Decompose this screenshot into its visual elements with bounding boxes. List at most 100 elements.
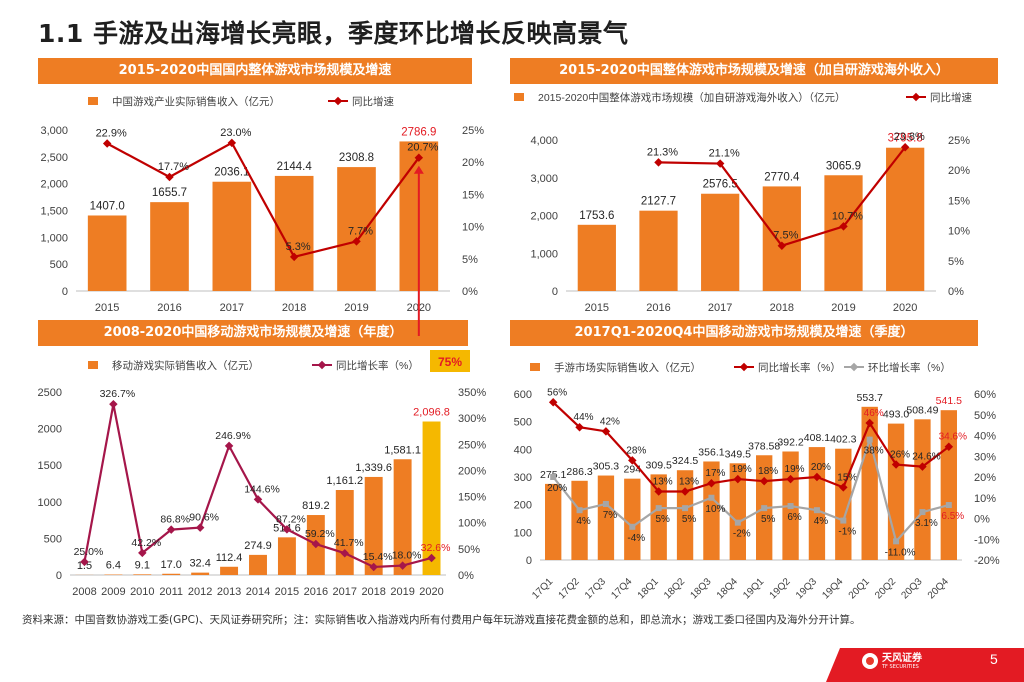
line-value-label: 34.6% [939,432,967,443]
legend-marker [333,96,343,106]
line-marker [289,252,299,262]
x-tick-label: 2015 [585,302,609,314]
y-tick-label: 1,000 [530,248,558,260]
bar-value-label: 2,096.8 [413,407,450,419]
line-marker [945,502,952,509]
bar-value-label: 2770.4 [764,171,800,183]
bar [824,175,863,291]
x-tick-label: 2019 [390,586,414,598]
chart4-banner: 2017Q1-2020Q4中国移动游戏市场规模及增速（季度） [510,320,978,346]
line-value-label: 20% [811,462,831,473]
bar-value-label: 819.2 [302,500,330,512]
legend-label: 移动游戏实际销售收入（亿元） [112,359,259,372]
bar-value-label: 402.3 [830,434,856,446]
line-value-label: 13% [653,477,673,488]
x-tick-label: 2010 [130,586,154,598]
chart3-banner: 2008-2020中国移动游戏市场规模及增速（年度） [38,320,468,346]
line-value-label: 5% [682,514,697,525]
y2-tick-label: 350% [458,387,486,399]
line-value-label: 26% [890,450,910,461]
bar [87,215,127,291]
line-value-label: 90.6% [189,512,219,524]
line-marker [787,503,794,510]
x-tick-label: 20Q3 [899,576,924,601]
line-value-label: -11.0% [885,547,916,558]
line-value-label: 10.7% [832,210,863,222]
bar [335,490,354,575]
line-value-label: 38% [864,446,884,457]
line-value-label: 21.1% [709,148,740,160]
bar [220,566,239,575]
line-value-label: 21.3% [647,146,678,158]
brand-name: 天风证券 [882,652,922,664]
y-tick-label: 1500 [38,460,62,472]
x-tick-label: 2020 [893,302,917,314]
brand-logo: 天风证券 TF SECURITIES [862,650,922,672]
y2-tick-label: 10% [948,226,970,238]
bar-value-label: 6.4 [106,560,121,572]
x-tick-label: 17Q4 [609,576,634,601]
line-value-label: 59.2% [305,528,335,540]
line-marker [165,172,174,182]
y-tick-label: 0 [552,286,558,298]
line-marker [777,241,787,250]
line-value-label: 23.8% [894,131,925,143]
legend-label: 2015-2020中国整体游戏市场规模（加自研游戏海外收入）（亿元） [538,91,845,104]
source-footnote: 资料来源：中国音数协游戏工委(GPC)、天风证券研究所；注：实际销售收入指游戏内… [22,614,861,626]
line-marker [893,538,900,545]
y2-tick-label: 250% [458,439,486,451]
bar-value-label: 1407.0 [90,200,125,212]
x-tick-label: 2018 [770,302,794,314]
y2-tick-label: 10% [974,493,996,505]
y-tick-label: 2500 [38,387,62,399]
bar-value-label: 2308.8 [339,152,374,164]
bar-value-label: 392.2 [777,436,803,448]
line-marker [839,483,848,492]
y-tick-label: 3,000 [40,125,68,137]
callout-box [430,350,470,372]
bar [545,483,562,560]
line-marker [708,494,715,501]
chart2-banner: 2015-2020中国整体游戏市场规模及增速（加自研游戏海外收入） [510,58,998,84]
line-value-label: 19% [732,464,752,475]
line-marker [629,523,636,530]
y-tick-label: 600 [514,389,532,401]
y2-tick-label: 50% [974,410,996,422]
line-marker [352,237,361,246]
legend-label: 同比增速 [930,91,972,104]
y2-tick-label: 25% [462,125,484,137]
x-tick-label: 2017 [708,302,732,314]
bar-value-label: 309.5 [646,459,672,471]
bar-value-label: 1,581.1 [384,444,421,456]
y-tick-label: 2000 [38,424,62,436]
bar [364,476,383,575]
legend-label: 中国游戏产业实际销售收入（亿元） [112,95,280,108]
bar [861,406,878,560]
line-value-label: 15% [837,472,857,483]
y2-tick-label: 20% [462,157,484,169]
bar-value-label: 493.0 [883,409,909,421]
bar [701,193,740,291]
line-marker [166,525,176,534]
line-value-label: -2% [733,529,751,540]
line-value-label: 56% [547,387,567,398]
x-tick-label: 20Q4 [926,576,951,601]
bar [808,447,826,560]
line-marker [398,561,407,570]
y-tick-label: 0 [56,570,62,582]
line-marker [253,495,263,504]
line-value-label: 3.1% [915,518,938,529]
bar [249,554,267,575]
x-tick-label: 2014 [246,586,270,598]
line-marker [812,472,822,482]
y2-tick-label: 60% [974,389,996,401]
bar-value-label: 553.7 [857,392,883,404]
line-marker [654,158,663,167]
line-value-label: 6% [787,512,802,523]
brand-sub: TF SECURITIES [882,663,919,670]
line-value-label: 5% [655,514,670,525]
x-tick-label: 2019 [344,302,368,314]
chart-mobile-quarterly: 手游市场实际销售收入（亿元） 同比增长率（%） 环比增长率（%） 0 100 200 300… [514,361,1000,601]
line-marker [654,487,663,496]
y2-tick-label: -10% [974,534,1000,546]
